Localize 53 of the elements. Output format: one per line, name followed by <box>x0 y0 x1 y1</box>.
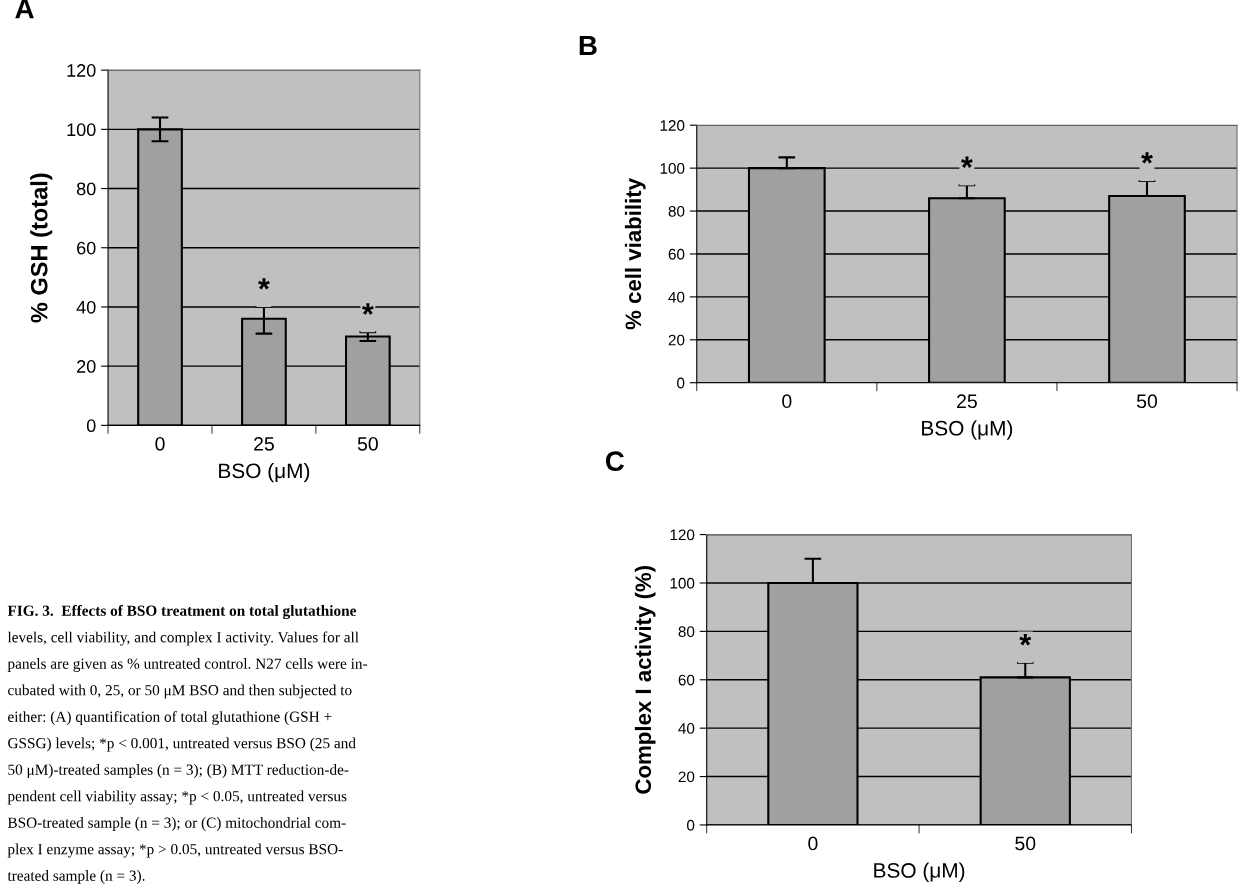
y-tick-label: 60 <box>678 674 695 686</box>
caption: FIG. 3. Effects of BSO treatment on total glutathione <box>7 604 357 620</box>
y-tick-label: 60 <box>77 241 96 255</box>
chart-title: C <box>605 451 625 472</box>
y-tick-label: 0 <box>677 377 685 389</box>
y-tick-label: 20 <box>668 334 685 346</box>
text: pendent cell viability assay; *p < 0.05, untreated versus <box>7 790 347 805</box>
y-tick-label: 80 <box>678 626 695 638</box>
text: treated sample (n = 3). <box>7 870 145 884</box>
annotation: * <box>1019 634 1032 646</box>
y-tick-label: 80 <box>668 205 685 217</box>
x-tick-label: 50 <box>1136 394 1158 409</box>
y-axis-title: Complex I activity (%) <box>634 566 656 794</box>
annotation: * <box>961 156 973 168</box>
y-tick-label: 40 <box>678 723 695 734</box>
annotation: * <box>361 303 374 315</box>
y-axis-title: % GSH (total) <box>30 173 53 323</box>
y-tick-label: 40 <box>668 291 685 303</box>
y-tick-label: 20 <box>678 771 695 783</box>
text: levels, cell viability, and complex I activity. Values for all <box>7 631 359 646</box>
y-tick-label: 0 <box>86 419 96 433</box>
text: GSSG) levels; *p < 0.001, untreated versus BSO (25 and <box>8 737 356 752</box>
x-tick-label: 25 <box>254 436 274 451</box>
x-axis-title: BSO (μM) <box>922 420 1013 440</box>
y-tick-label: 120 <box>67 64 96 77</box>
y-axis-title: % cell viability <box>624 178 646 330</box>
x-axis-title: BSO (μM) <box>219 462 310 483</box>
annotation: * <box>258 278 270 290</box>
chart-title: A <box>15 0 34 19</box>
x-tick-label: 50 <box>1015 836 1036 851</box>
text: 50 μM)-treated samples (n = 3); (B) MTT reduction-de- <box>8 764 349 778</box>
y-tick-label: 80 <box>76 182 96 196</box>
x-tick-label: 50 <box>357 436 378 451</box>
text: either: (A) quantification of total glutathione (GSH + <box>8 710 332 726</box>
x-tick-label: 25 <box>957 394 977 409</box>
annotation: * <box>1141 152 1153 164</box>
text: cubated with 0, 25, or 50 μM BSO and then subjected to <box>8 684 352 699</box>
text: panels are given as % untreated control. N27 cells were in- <box>7 658 368 672</box>
y-tick-label: 120 <box>670 529 695 541</box>
chart-title: B <box>579 35 597 56</box>
text: BSO-treated sample (n = 3); or (C) mitochondrial com- <box>7 817 346 831</box>
x-tick-label: 0 <box>155 436 165 451</box>
y-tick-label: 120 <box>660 120 685 131</box>
y-tick-label: 100 <box>670 577 695 589</box>
y-tick-label: 20 <box>77 360 96 373</box>
x-tick-label: 0 <box>782 394 792 409</box>
y-tick-label: 60 <box>668 248 685 260</box>
y-tick-label: 100 <box>67 123 96 137</box>
text: plex I enzyme assay; *p > 0.05, untreated versus BSO- <box>7 843 343 858</box>
y-tick-label: 40 <box>76 300 96 314</box>
y-tick-label: 0 <box>686 819 695 831</box>
y-tick-label: 100 <box>660 163 685 174</box>
x-axis-title: BSO (μM) <box>874 862 965 882</box>
